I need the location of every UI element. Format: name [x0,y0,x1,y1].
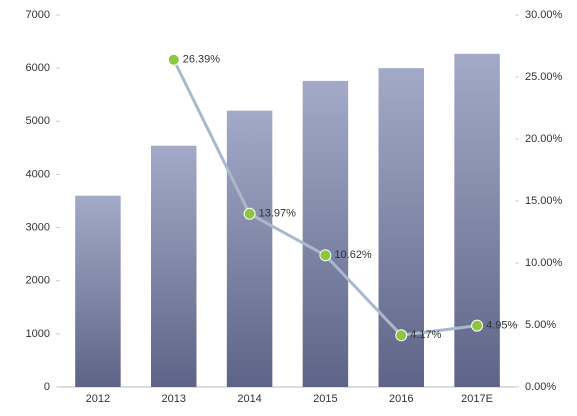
data-label: 13.97% [259,208,297,220]
data-label: 10.62% [334,249,372,261]
bar [226,110,273,388]
y-tick-label: 7000 [26,9,50,21]
x-tick-label: 2014 [237,393,261,405]
line-marker [395,329,408,342]
x-tick-label: 2017E [461,393,493,405]
x-tick-label: 2012 [86,393,110,405]
y-tick-label: 2000 [26,275,50,287]
y2-tick-label: 0.00% [525,381,556,393]
y-tick-label: 3000 [26,221,50,233]
y-tick-label: 0 [44,381,50,393]
x-tick-label: 2015 [313,393,337,405]
bar [454,53,500,388]
y2-tick-label: 20.00% [525,133,563,145]
x-tick-label: 2016 [389,393,413,405]
bar [302,80,349,387]
y2-tick-label: 15.00% [525,195,563,207]
data-label: 26.39% [183,54,221,66]
y-tick-label: 1000 [26,328,50,340]
line-marker [319,249,332,262]
line-marker [243,207,256,220]
x-tick-label: 2013 [162,393,186,405]
y2-tick-label: 10.00% [525,257,563,269]
bar [151,145,197,387]
y-tick-label: 6000 [26,62,50,74]
line-marker [167,53,180,66]
y2-tick-label: 30.00% [525,9,563,21]
y-tick-label: 4000 [26,168,50,180]
y2-tick-label: 25.00% [525,71,563,83]
bar [75,195,121,387]
data-label: 4.95% [486,320,517,332]
y2-tick-label: 5.00% [525,319,556,331]
line-marker [471,319,484,332]
y-tick-label: 5000 [26,115,50,127]
data-label: 4.17% [410,329,441,341]
